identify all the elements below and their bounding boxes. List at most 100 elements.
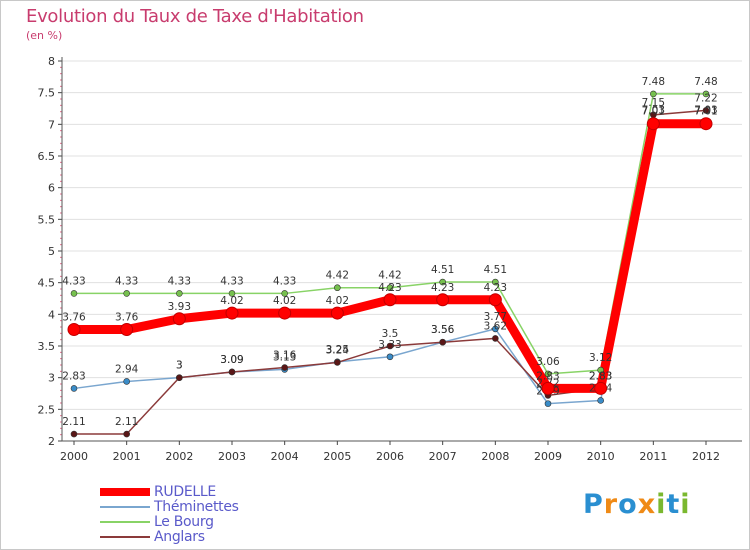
data-label-rudelle: 4.02 — [220, 295, 243, 307]
y-tick-label: 8 — [48, 55, 55, 68]
data-point-anglars — [176, 374, 183, 381]
data-label-theminettes: 3.25 — [326, 344, 349, 356]
data-label-theminettes: 3 — [176, 360, 183, 372]
data-label-anglars: 2.11 — [62, 416, 85, 428]
data-label-theminettes: 7.03 — [642, 104, 665, 116]
legend-label-le-bourg: Le Bourg — [154, 513, 214, 530]
data-label-anglars: 3 — [176, 360, 183, 372]
legend-item-le-bourg: Le Bourg — [100, 513, 239, 530]
y-tick-label: 4 — [48, 308, 55, 321]
data-point-le-bourg — [228, 290, 236, 297]
data-point-le-bourg — [281, 290, 288, 297]
y-tick-label: 3.5 — [38, 340, 56, 353]
data-label-rudelle: 4.23 — [431, 282, 454, 294]
data-label-anglars: 3.56 — [431, 324, 455, 336]
data-point-theminettes — [386, 353, 394, 361]
logo-letter: x — [637, 489, 657, 520]
logo-letter: o — [618, 489, 638, 520]
data-point-theminettes — [492, 325, 499, 333]
data-point-anglars — [386, 342, 394, 350]
data-point-anglars — [492, 335, 499, 342]
data-label-anglars: 3.16 — [273, 350, 297, 362]
data-label-theminettes: 3.13 — [273, 351, 296, 363]
data-point-rudelle — [67, 323, 81, 337]
data-label-theminettes: 2.94 — [115, 363, 139, 375]
y-tick-label: 6 — [48, 182, 55, 195]
y-tick-label: 5 — [48, 245, 55, 258]
data-point-rudelle — [383, 293, 397, 307]
y-tick-label: 4.5 — [38, 277, 56, 290]
legend: RUDELLE Théminettes Le Bourg Anglars — [100, 484, 239, 545]
data-point-rudelle — [330, 306, 344, 320]
y-tick-label: 6.5 — [38, 150, 56, 163]
proxiti-logo: Proxiti — [583, 489, 691, 520]
logo-letter: i — [656, 489, 667, 520]
data-point-rudelle — [594, 381, 608, 395]
data-point-theminettes — [597, 397, 604, 404]
data-label-le-bourg: 3.12 — [589, 352, 612, 364]
data-label-theminettes: 3.77 — [484, 311, 507, 323]
data-point-le-bourg — [123, 290, 130, 297]
data-point-rudelle — [278, 306, 292, 320]
logo-letter: r — [603, 489, 619, 520]
data-label-le-bourg: 4.51 — [484, 264, 507, 276]
data-label-rudelle: 2.83 — [536, 370, 559, 382]
data-label-theminettes: 3.09 — [220, 354, 243, 366]
data-point-le-bourg — [176, 290, 183, 297]
data-label-anglars: 2.11 — [115, 416, 138, 428]
data-label-rudelle: 4.02 — [273, 295, 296, 307]
data-point-le-bourg — [544, 370, 552, 378]
data-point-theminettes — [70, 385, 78, 392]
legend-swatch-rudelle — [100, 488, 150, 496]
data-label-anglars: 3.62 — [484, 320, 507, 332]
data-label-theminettes: 2.83 — [62, 370, 85, 382]
data-label-le-bourg: 4.33 — [62, 275, 85, 287]
data-point-le-bourg — [702, 90, 710, 98]
data-point-le-bourg — [492, 278, 499, 286]
data-label-rudelle: 3.76 — [62, 312, 86, 324]
data-point-le-bourg — [597, 366, 604, 374]
data-label-le-bourg: 4.33 — [220, 275, 243, 287]
data-point-le-bourg — [386, 284, 394, 292]
data-point-rudelle — [646, 117, 660, 131]
data-label-anglars: 7.22 — [694, 92, 717, 104]
data-label-le-bourg: 7.48 — [642, 76, 665, 88]
x-tick-label: 2011 — [639, 450, 667, 463]
legend-item-theminettes: Théminettes — [100, 498, 239, 515]
data-point-le-bourg — [334, 284, 341, 292]
data-label-theminettes: 3.56 — [431, 324, 455, 336]
x-tick-label: 2003 — [218, 450, 246, 463]
data-label-anglars: 2.83 — [589, 370, 612, 382]
data-point-rudelle — [120, 323, 134, 337]
x-tick-label: 2010 — [587, 450, 615, 463]
y-tick-label: 7 — [48, 118, 55, 131]
logo-letter: P — [583, 489, 604, 520]
data-label-rudelle: 4.23 — [378, 282, 401, 294]
logo-letter: t — [666, 489, 681, 520]
data-label-rudelle: 3.93 — [168, 301, 191, 313]
data-label-le-bourg: 4.33 — [168, 275, 191, 287]
y-tick-label: 2.5 — [38, 403, 56, 416]
data-label-anglars: 7.15 — [642, 97, 665, 109]
data-point-theminettes — [544, 400, 552, 407]
legend-label-theminettes: Théminettes — [154, 498, 239, 515]
data-point-rudelle — [172, 312, 186, 326]
data-label-le-bourg: 4.33 — [115, 275, 138, 287]
data-label-anglars: 3.5 — [382, 328, 399, 340]
data-point-rudelle — [541, 381, 555, 395]
data-point-rudelle — [225, 306, 239, 320]
data-point-anglars — [334, 359, 341, 366]
x-tick-label: 2004 — [271, 450, 299, 463]
data-point-rudelle — [436, 293, 450, 307]
y-tick-label: 3 — [48, 372, 55, 385]
data-label-rudelle: 2.83 — [589, 370, 612, 382]
data-label-le-bourg: 4.51 — [431, 264, 454, 276]
data-label-rudelle: 7.01 — [694, 106, 717, 118]
data-point-anglars — [70, 430, 78, 438]
x-tick-label: 2007 — [429, 450, 457, 463]
chart-subtitle: (en %) — [26, 29, 63, 42]
x-tick-label: 2005 — [323, 450, 351, 463]
data-label-le-bourg: 4.42 — [326, 270, 349, 282]
y-tick-label: 2 — [48, 435, 55, 448]
